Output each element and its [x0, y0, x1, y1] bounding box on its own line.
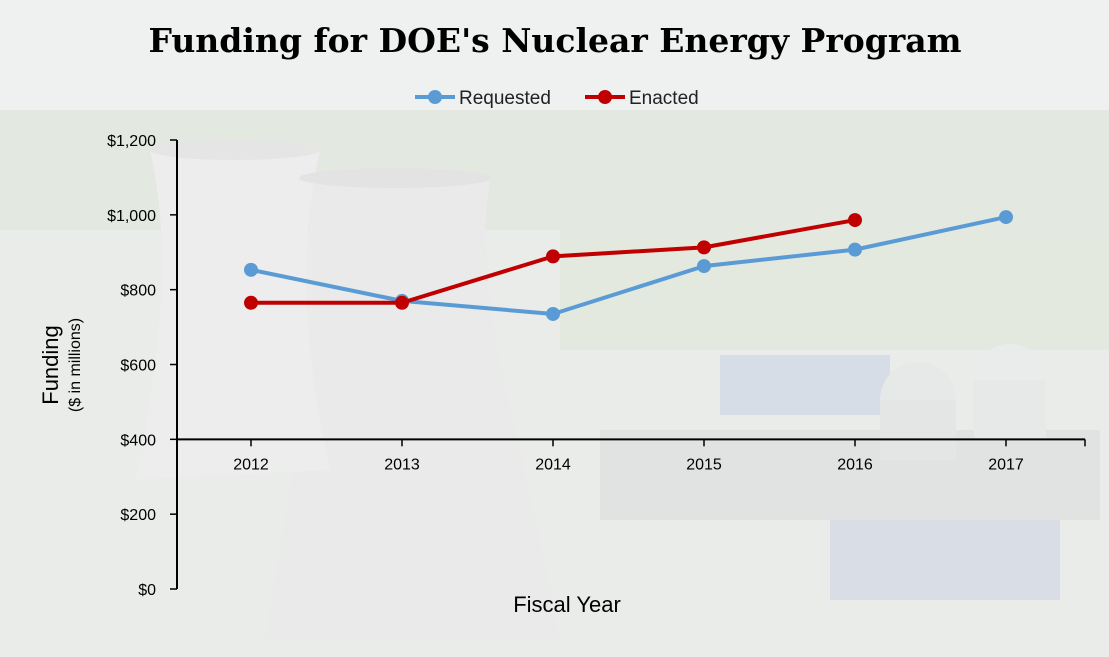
legend: Requested Enacted: [415, 88, 699, 109]
data-point-requested: [244, 262, 258, 277]
y-tick-label: $400: [120, 432, 156, 449]
x-tick-label: 2014: [535, 456, 571, 473]
y-tick-label: $1,200: [107, 133, 156, 150]
data-point-requested: [999, 210, 1013, 225]
x-tick-label: 2015: [686, 456, 722, 473]
legend-label-requested: Requested: [459, 88, 551, 109]
y-axis-subtitle: ($ in millions): [67, 318, 84, 412]
data-point-enacted: [244, 295, 258, 310]
x-tick-label: 2017: [988, 456, 1024, 473]
y-tick-label: $0: [138, 582, 156, 599]
y-tick-label: $600: [120, 358, 156, 375]
x-tick-label: 2016: [837, 456, 873, 473]
series-layer: [244, 210, 1013, 321]
data-point-requested: [546, 306, 560, 321]
y-tick-label: $800: [120, 283, 156, 300]
y-axis-title: Funding: [38, 325, 63, 405]
data-point-enacted: [697, 240, 711, 255]
data-point-requested: [697, 259, 711, 274]
x-tick-label: 2012: [233, 456, 269, 473]
x-tick-label: 2013: [384, 456, 420, 473]
y-axis-ticks: $0 $200 $400 $600 $800 $1,000 $1,200: [107, 133, 177, 599]
data-point-enacted: [395, 295, 409, 310]
x-axis-ticks: 2012 2013 2014 2015 2016 2017: [176, 439, 1086, 473]
legend-marker-requested: [428, 90, 442, 104]
legend-marker-enacted: [598, 90, 612, 104]
y-tick-label: $200: [120, 507, 156, 524]
data-point-enacted: [848, 213, 862, 228]
legend-label-enacted: Enacted: [629, 88, 699, 109]
y-tick-label: $1,000: [107, 208, 156, 225]
series-line-requested: [250, 215, 1007, 316]
chart-title: Funding for DOE's Nuclear Energy Program: [148, 21, 961, 60]
data-point-enacted: [546, 249, 560, 264]
x-axis-title: Fiscal Year: [513, 592, 621, 617]
data-point-requested: [848, 242, 862, 257]
